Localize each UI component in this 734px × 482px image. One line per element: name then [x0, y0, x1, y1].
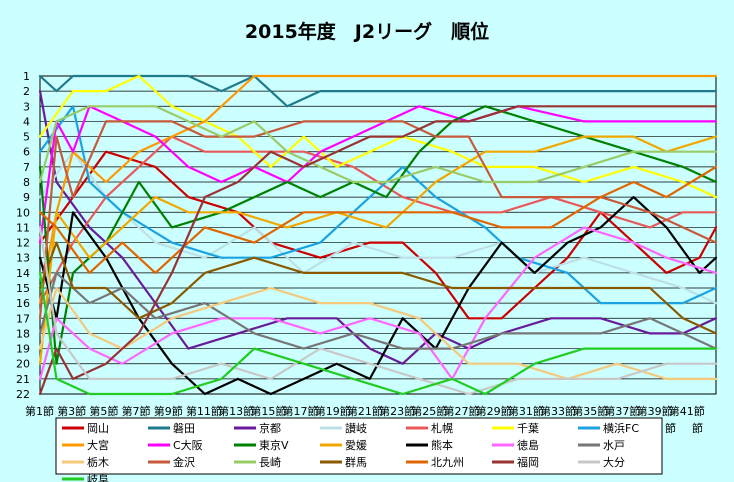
legend-label-9: C大阪 — [173, 438, 203, 452]
x-tick-label-15: 第29節 — [476, 404, 512, 418]
series-line-12 — [38, 196, 718, 396]
x-axis-ticks: 第1節 第3節 第5節 第7節 第9節 第11節第13節第15節第17節第19節第21節第… — [25, 404, 705, 418]
series-line-5 — [38, 135, 718, 305]
y-tick-label-7: 7 — [23, 161, 30, 174]
series-line-17 — [38, 105, 718, 184]
series-lines — [38, 74, 718, 396]
y-tick-label-20: 20 — [16, 358, 30, 371]
x-tick-label-12: 第23節 — [379, 404, 415, 418]
x-tick-label-right-1: 節 — [665, 421, 676, 435]
y-tick-label-14: 14 — [16, 267, 30, 280]
series-line-18 — [38, 241, 718, 335]
y-tick-label-4: 4 — [23, 115, 30, 128]
y-tick-label-11: 11 — [16, 221, 30, 234]
x-tick-label-2: 第3節 — [57, 404, 86, 418]
y-tick-label-17: 17 — [16, 312, 30, 325]
series-line-2 — [38, 74, 718, 108]
series-line-15 — [38, 286, 718, 380]
y-tick-label-6: 6 — [23, 146, 30, 159]
legend-label-8: 大宮 — [87, 438, 109, 452]
legend-label-15: 栃木 — [87, 455, 109, 469]
y-tick-label-2: 2 — [23, 85, 30, 98]
legend-label-21: 大分 — [603, 455, 625, 469]
x-tick-label-1: 第1節 — [25, 404, 54, 418]
y-tick-label-5: 5 — [23, 131, 30, 144]
legend-label-16: 金沢 — [173, 455, 195, 469]
y-tick-label-3: 3 — [23, 100, 30, 113]
x-tick-label-16: 第31節 — [508, 404, 544, 418]
legend-label-7: 横浜FC — [603, 421, 639, 435]
x-tick-label-5: 第9節 — [154, 404, 183, 418]
legend-label-22: 岐阜 — [87, 473, 109, 482]
x-tick-label-6: 第11節 — [186, 404, 222, 418]
legend-label-13: 徳島 — [517, 438, 539, 452]
legend-label-5: 札幌 — [431, 421, 453, 435]
legend-label-18: 群馬 — [345, 455, 367, 469]
y-tick-label-9: 9 — [23, 191, 30, 204]
series-line-20 — [38, 105, 718, 396]
series-line-3 — [38, 89, 718, 365]
series-line-21 — [38, 226, 718, 396]
y-tick-label-18: 18 — [16, 327, 30, 340]
y-tick-label-15: 15 — [16, 282, 30, 295]
x-tick-label-8: 第15節 — [250, 404, 286, 418]
x-tick-label-9: 第17節 — [283, 404, 319, 418]
legend-label-10: 東京V — [259, 438, 289, 452]
x-tick-label-11: 第21節 — [347, 404, 383, 418]
x-tick-label-7: 第13節 — [218, 404, 254, 418]
legend-label-1: 岡山 — [87, 422, 109, 435]
series-line-10 — [38, 105, 718, 365]
legend-label-20: 福岡 — [517, 455, 539, 469]
x-tick-label-3: 第5節 — [89, 404, 118, 418]
x-tick-label-20: 第39節 — [637, 404, 673, 418]
legend-label-11: 愛媛 — [345, 438, 367, 452]
y-tick-label-8: 8 — [23, 176, 30, 189]
legend-label-14: 水戸 — [603, 439, 625, 452]
chart-title: 2015年度 J2リーグ 順位 — [245, 20, 489, 43]
legend-label-19: 北九州 — [431, 456, 464, 469]
y-tick-label-16: 16 — [16, 297, 30, 310]
x-tick-label-4: 第7節 — [122, 404, 151, 418]
series-line-6 — [38, 74, 718, 199]
x-tick-label-10: 第19節 — [315, 404, 351, 418]
plot-area — [39, 75, 717, 395]
x-tick-label-18: 第35節 — [572, 404, 608, 418]
y-tick-label-10: 10 — [16, 206, 30, 219]
legend-label-17: 長崎 — [259, 455, 281, 469]
legend-label-3: 京都 — [259, 421, 281, 435]
x-tick-label-19: 第37節 — [604, 404, 640, 418]
y-tick-label-19: 19 — [16, 343, 30, 356]
x-tick-label-17: 第33節 — [540, 404, 576, 418]
legend-label-2: 磐田 — [173, 421, 195, 435]
y-tick-label-13: 13 — [16, 252, 30, 265]
y-tick-label-21: 21 — [16, 373, 30, 386]
series-line-22 — [38, 271, 718, 396]
x-tick-label-14: 第27節 — [443, 404, 479, 418]
x-tick-label-21: 第41節 — [669, 404, 705, 418]
series-line-19 — [38, 165, 718, 274]
legend-label-12: 熊本 — [431, 438, 453, 452]
x-tick-label-13: 第25節 — [411, 404, 447, 418]
x-tick-label-right-2: 節 — [692, 421, 703, 435]
y-tick-label-22: 22 — [16, 388, 30, 401]
y-tick-label-12: 12 — [16, 237, 30, 250]
legend-label-4: 讃岐 — [345, 422, 367, 435]
y-tick-label-1: 1 — [23, 70, 30, 83]
legend-label-6: 千葉 — [517, 421, 539, 435]
